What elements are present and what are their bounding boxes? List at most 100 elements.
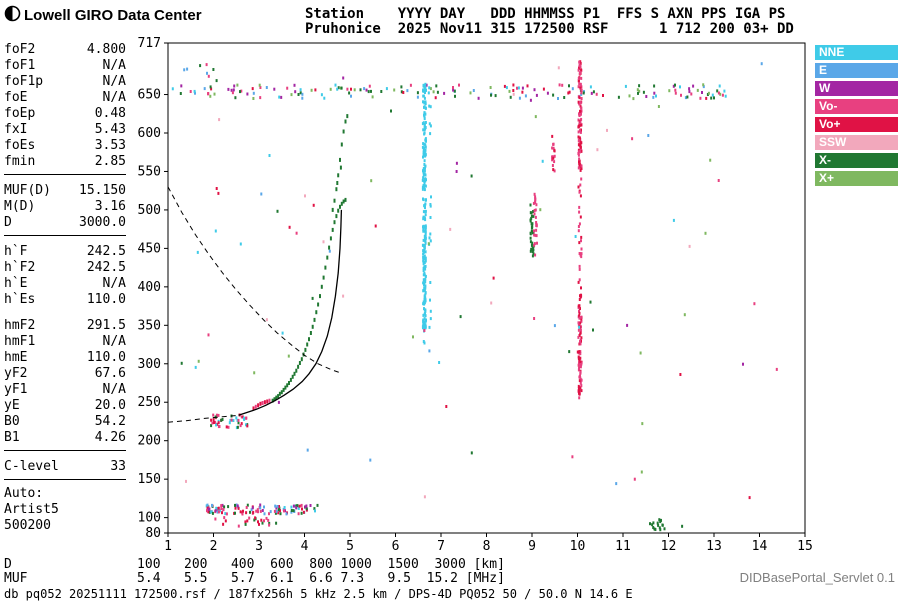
param-label: C-level — [4, 459, 59, 474]
legend-item-X+: X+ — [815, 171, 898, 186]
param-label: foE — [4, 90, 28, 105]
db-record-info: db pq052 20251111 172500.rsf / 187fx256h… — [4, 587, 633, 601]
legend-item-E: E — [815, 63, 898, 78]
param-value: N/A — [102, 334, 126, 349]
param-value: 3.53 — [94, 138, 126, 153]
y-tick-label: 80 — [145, 526, 161, 541]
param-value: 15.150 — [79, 183, 126, 198]
param-label: B0 — [4, 414, 20, 429]
param-row-yE: yE 20.0 — [4, 398, 126, 414]
x-tick-label: 9 — [528, 539, 536, 554]
param-row-hmE: hmE 110.0 — [4, 350, 126, 366]
param-row-MUF(D): MUF(D) 15.150 — [4, 183, 126, 199]
legend-item-Vo-: Vo- — [815, 99, 898, 114]
axes: 7176506005505004504003503002502001501008… — [138, 36, 813, 554]
y-tick-label: 200 — [138, 434, 161, 449]
param-label: h`F — [4, 244, 28, 259]
y-tick-label: 500 — [138, 203, 161, 218]
legend-item-NNE: NNE — [815, 45, 898, 60]
param-label: foF2 — [4, 42, 36, 57]
y-tick-label: 150 — [138, 472, 161, 487]
param-row-hmF1: hmF1 N/A — [4, 334, 126, 350]
param-label: yE — [4, 398, 20, 413]
param-value: N/A — [102, 382, 126, 397]
param-row-foF1p: foF1p N/A — [4, 74, 126, 90]
param-value: 110.0 — [86, 292, 126, 307]
param-value: 33 — [110, 459, 126, 474]
param-row-yF2: yF2 67.6 — [4, 366, 126, 382]
param-label: h`E — [4, 276, 28, 291]
param-label: M(D) — [4, 199, 36, 214]
param-label: foEp — [4, 106, 36, 121]
param-row-C-level: C-level 33 — [4, 459, 126, 475]
param-group: h`F 242.5 h`F2 242.5 h`E N/A h`Es 110.0 — [4, 242, 126, 310]
param-value: N/A — [102, 90, 126, 105]
param-row-h`Es: h`Es 110.0 — [4, 292, 126, 308]
param-label: hmF2 — [4, 318, 36, 333]
y-tick-label: 550 — [138, 164, 161, 179]
param-group: MUF(D) 15.150 M(D) 3.16 D 3000.0 — [4, 181, 126, 236]
param-row-foEs: foEs 3.53 — [4, 138, 126, 154]
param-row-foEp: foEp 0.48 — [4, 106, 126, 122]
x-tick-label: 12 — [661, 539, 677, 554]
distance-row: D 100 200 400 600 800 1000 1500 3000 [km… — [4, 557, 505, 572]
x-tick-label: 14 — [752, 539, 768, 554]
param-value: 4.26 — [94, 430, 126, 445]
param-group: hmF2 291.5 hmF1 N/A hmE 110.0 yF2 67.6 yF1 N/A yE 2… — [4, 316, 126, 451]
x-tick-label: 7 — [437, 539, 445, 554]
y-tick-label: 300 — [138, 357, 161, 372]
param-row-h`F2: h`F2 242.5 — [4, 260, 126, 276]
auto-line-2: 500200 — [4, 518, 51, 533]
distance-muf-rows: D 100 200 400 600 800 1000 1500 3000 [km… — [4, 558, 505, 586]
param-row-fmin: fmin 2.85 — [4, 154, 126, 170]
param-panel: foF2 4.800 foF1 N/A foF1p N/A foE N/A foEp 0.48 fx… — [4, 40, 126, 534]
param-label: foEs — [4, 138, 36, 153]
param-label: yF2 — [4, 366, 28, 381]
param-value: 242.5 — [86, 244, 126, 259]
legend-item-SSW: SSW — [815, 135, 898, 150]
hf-trace-solid — [238, 209, 343, 416]
param-value: 20.0 — [94, 398, 126, 413]
auto-line-1: Artist5 — [4, 502, 59, 517]
x-tick-label: 8 — [483, 539, 491, 554]
param-value: 67.6 — [94, 366, 126, 381]
param-value: 291.5 — [86, 318, 126, 333]
param-value: 3000.0 — [79, 215, 126, 230]
legend-item-Vo+: Vo+ — [815, 117, 898, 132]
param-label: MUF(D) — [4, 183, 51, 198]
param-value: 3.16 — [94, 199, 126, 214]
brand-title: Lowell GIRO Data Center — [24, 7, 202, 24]
param-row-yF1: yF1 N/A — [4, 382, 126, 398]
plot-frame — [167, 42, 806, 534]
y-tick-label: 250 — [138, 395, 161, 410]
param-label: fxI — [4, 122, 28, 137]
y-tick-label: 650 — [138, 88, 161, 103]
x-tick-label: 1 — [164, 539, 172, 554]
param-value: N/A — [102, 58, 126, 73]
x-tick-label: 11 — [615, 539, 631, 554]
param-value: 2.85 — [94, 154, 126, 169]
y-tick-label: 100 — [138, 511, 161, 526]
station-header: Station YYYY DAY DDD HHMMSS P1 FFS S AXN… — [305, 7, 794, 37]
x-tick-label: 15 — [797, 539, 813, 554]
param-label: h`F2 — [4, 260, 36, 275]
param-value: N/A — [102, 74, 126, 89]
param-row-M(D): M(D) 3.16 — [4, 199, 126, 215]
param-row-foF2: foF2 4.800 — [4, 42, 126, 58]
param-value: 4.800 — [86, 42, 126, 57]
servlet-credit: DIDBasePortal_Servlet 0.1 — [739, 570, 895, 585]
station-header-line1: Station YYYY DAY DDD HHMMSS P1 FFS S AXN… — [305, 6, 786, 22]
echo-bands — [171, 60, 763, 532]
x-tick-label: 10 — [570, 539, 586, 554]
legend-item-X-: X- — [815, 153, 898, 168]
y-tick-label: 400 — [138, 280, 161, 295]
x-tick-label: 4 — [301, 539, 309, 554]
param-value: N/A — [102, 276, 126, 291]
param-row-h`E: h`E N/A — [4, 276, 126, 292]
legend-item-W: W — [815, 81, 898, 96]
param-group: foF2 4.800 foF1 N/A foF1p N/A foE N/A foEp 0.48 fx… — [4, 40, 126, 175]
x-tick-label: 13 — [706, 539, 722, 554]
param-row-D: D 3000.0 — [4, 215, 126, 231]
param-label: D — [4, 215, 12, 230]
param-row-fxI: fxI 5.43 — [4, 122, 126, 138]
